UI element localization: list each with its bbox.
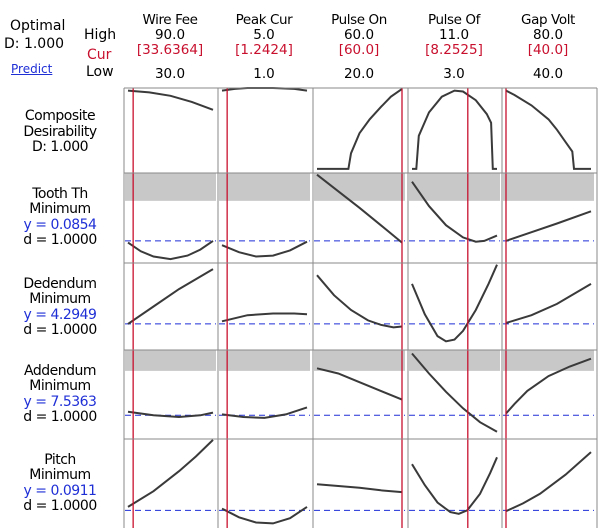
response-text: Pitch: [44, 451, 76, 468]
response-text: d = 1.0000: [23, 322, 97, 338]
response-text: D: 1.000: [31, 139, 89, 156]
response-label: Composite Desirability D: 1.000: [0, 109, 120, 156]
factor-current: [1.2424]: [235, 42, 293, 58]
response-curve: [505, 210, 592, 242]
infeasible-band: [409, 350, 500, 371]
response-curve: [317, 88, 403, 170]
response-curve: [316, 274, 403, 329]
infeasible-band: [219, 173, 310, 201]
response-curve: [127, 439, 214, 508]
factor-low: 30.0: [154, 66, 186, 82]
response-curve: [221, 312, 308, 323]
factor-low: 40.0: [532, 66, 564, 82]
response-curve: [127, 410, 214, 419]
factor-current: [40.0]: [527, 42, 569, 58]
response-curve: [127, 268, 214, 325]
response-curve: [505, 283, 592, 324]
response-value: y = 4.2949: [23, 306, 97, 323]
factor-low: 1.0: [253, 66, 275, 82]
response-value: y = 0.0911: [23, 482, 97, 499]
factor-name: Pulse On: [331, 12, 387, 28]
response-label: Tooth Th Minimum y = 0.0854 d = 1.0000: [0, 185, 120, 249]
factor-name: Peak Cur: [235, 12, 293, 28]
factor-current: [60.0]: [338, 42, 380, 58]
response-curve: [221, 240, 308, 258]
factor-low: 3.0: [443, 66, 465, 82]
composite-d-label: D: 1.000: [4, 36, 65, 52]
response-curve: [127, 240, 214, 261]
response-text: d = 1.0000: [23, 409, 97, 425]
factor-name: Pulse Of: [427, 12, 481, 28]
response-value: y = 7.5363: [23, 393, 97, 410]
response-text: Tooth Th: [32, 185, 88, 202]
response-curve: [316, 367, 403, 401]
optimal-label: Optimal: [10, 18, 66, 34]
factor-current: [8.2525]: [425, 42, 483, 58]
response-curve: [316, 173, 403, 244]
infeasible-band: [219, 350, 310, 371]
infeasible-band: [503, 350, 594, 371]
response-curve: [127, 89, 214, 111]
factor-name: Gap Volt: [521, 12, 575, 28]
response-curve: [505, 89, 591, 170]
response-curve: [411, 456, 498, 515]
infeasible-band: [409, 173, 500, 201]
response-text: Desirability: [23, 123, 97, 140]
response-curve: [316, 483, 403, 494]
response-text: Minimum: [29, 201, 91, 217]
response-label: Pitch Minimum y = 0.0911 d = 1.0000: [0, 451, 120, 515]
response-curve: [505, 451, 592, 513]
high-row-label: High: [84, 27, 117, 43]
response-curve: [221, 506, 308, 525]
response-text: Minimum: [29, 467, 91, 483]
response-curve: [411, 264, 498, 343]
infeasible-band: [314, 173, 405, 201]
factor-high: 80.0: [532, 27, 564, 43]
response-label: Addendum Minimum y = 7.5363 d = 1.0000: [0, 362, 120, 426]
response-curve: [411, 352, 498, 433]
factor-name: Wire Fee: [142, 12, 198, 28]
response-value: y = 0.0854: [23, 216, 97, 233]
factor-high: 5.0: [253, 27, 275, 43]
infeasible-band: [503, 173, 594, 201]
response-text: Composite: [24, 108, 96, 125]
response-label: Dedendum Minimum y = 4.2949 d = 1.0000: [0, 275, 120, 339]
response-text: Minimum: [29, 378, 91, 394]
factor-current: [33.6364]: [136, 42, 204, 58]
factor-high: 60.0: [343, 27, 375, 43]
response-text: Dedendum: [23, 275, 97, 292]
response-text: Addendum: [24, 362, 97, 379]
response-curve: [411, 181, 498, 243]
response-curve: [505, 357, 592, 415]
low-row-label: Low: [86, 64, 114, 80]
predict-link[interactable]: Predict: [11, 62, 53, 76]
cur-row-label: Cur: [87, 47, 112, 63]
response-curve: [412, 89, 497, 170]
response-text: Minimum: [29, 291, 91, 307]
infeasible-band: [125, 173, 216, 201]
factor-high: 90.0: [154, 27, 186, 43]
response-text: d = 1.0000: [23, 498, 97, 514]
infeasible-band: [314, 350, 405, 371]
infeasible-band: [125, 350, 216, 371]
factor-low: 20.0: [343, 66, 375, 82]
response-text: d = 1.0000: [23, 232, 97, 248]
response-curve: [221, 406, 308, 419]
factor-high: 11.0: [438, 27, 470, 43]
